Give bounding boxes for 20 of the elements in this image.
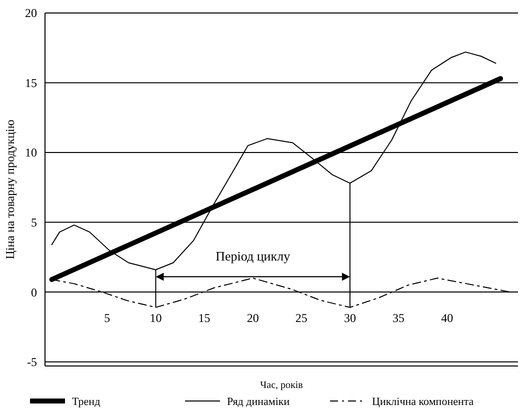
- x-tick-label: 30: [344, 311, 356, 326]
- x-tick-label: 40: [441, 311, 454, 326]
- y-tick-label: -5: [27, 355, 37, 370]
- y-axis-title: Ціна на товарну продукцію: [3, 120, 17, 260]
- x-tick-label: 20: [246, 311, 259, 326]
- legend-label: Тренд: [72, 396, 101, 408]
- y-tick-label: 15: [25, 76, 37, 90]
- legend-label: Ряд динаміки: [227, 396, 290, 408]
- annotation: Період циклу: [216, 248, 291, 264]
- x-axis-title: Час, років: [260, 380, 304, 391]
- x-tick-label: 25: [295, 311, 308, 326]
- x-tick-label: 15: [198, 311, 210, 326]
- legend-label: Циклічна компонента: [372, 396, 474, 408]
- x-tick-label: 10: [150, 311, 162, 326]
- y-tick-label: 20: [25, 6, 37, 20]
- y-tick-label: 5: [31, 215, 37, 230]
- x-tick-label: 5: [104, 311, 110, 326]
- x-tick-label: 35: [392, 311, 405, 326]
- y-tick-label: 10: [25, 146, 37, 160]
- y-tick-label: 0: [31, 285, 37, 300]
